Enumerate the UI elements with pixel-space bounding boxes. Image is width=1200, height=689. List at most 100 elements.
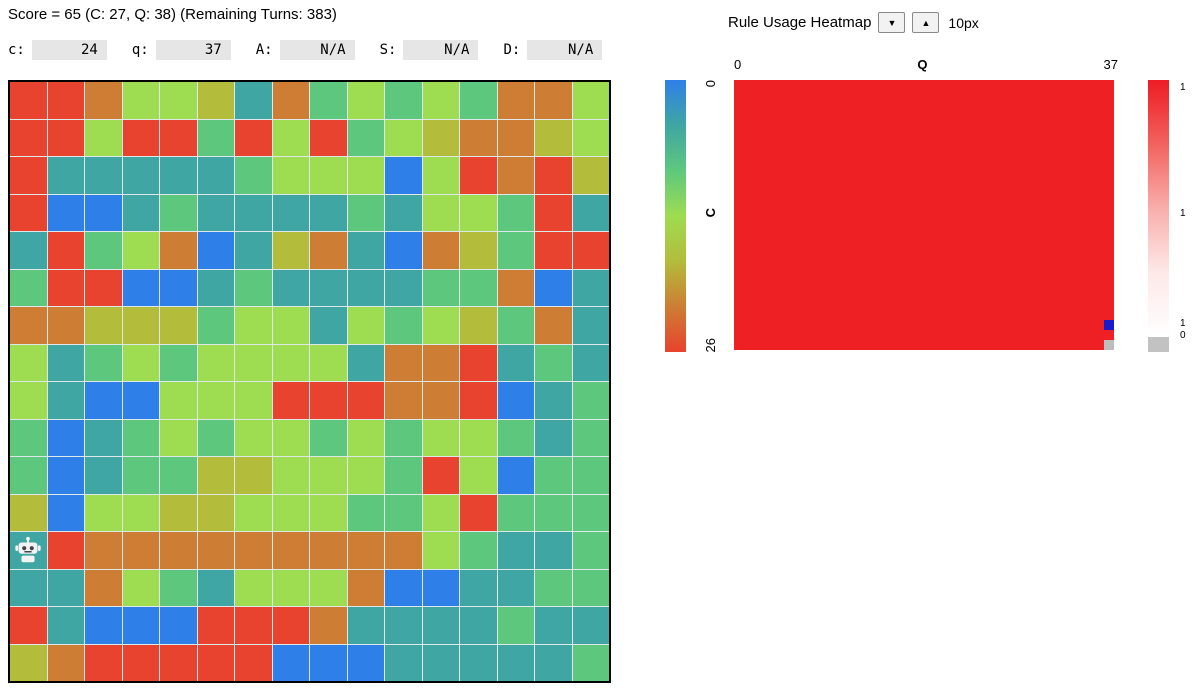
grid-cell[interactable] [85, 269, 122, 306]
grid-cell[interactable] [535, 232, 572, 269]
grid-cell[interactable] [85, 569, 122, 606]
grid-cell[interactable] [197, 119, 234, 156]
grid-cell[interactable] [347, 644, 384, 681]
grid-cell[interactable] [497, 644, 534, 681]
grid-cell[interactable] [85, 307, 122, 344]
grid-cell[interactable] [460, 307, 497, 344]
grid-cell[interactable] [197, 382, 234, 419]
grid-cell[interactable] [160, 419, 197, 456]
grid-cell[interactable] [47, 532, 84, 569]
grid-cell[interactable] [422, 607, 459, 644]
heatmap-shrink-button[interactable]: ▼ [878, 12, 906, 33]
grid-cell[interactable] [385, 607, 422, 644]
grid-cell[interactable] [385, 194, 422, 231]
grid-cell[interactable] [572, 232, 609, 269]
grid-cell[interactable] [460, 419, 497, 456]
grid-cell[interactable] [460, 232, 497, 269]
grid-cell[interactable] [272, 119, 309, 156]
grid-cell[interactable] [10, 269, 47, 306]
grid-cell[interactable] [160, 269, 197, 306]
grid-cell[interactable] [160, 532, 197, 569]
grid-cell[interactable] [160, 119, 197, 156]
grid-cell[interactable] [122, 194, 159, 231]
grid-cell[interactable] [122, 644, 159, 681]
grid-cell[interactable] [85, 382, 122, 419]
grid-cell[interactable] [47, 344, 84, 381]
grid-cell[interactable] [10, 494, 47, 531]
grid-cell[interactable] [235, 457, 272, 494]
grid-cell[interactable] [535, 569, 572, 606]
grid-cell[interactable] [235, 82, 272, 119]
grid-cell[interactable] [497, 82, 534, 119]
grid-cell[interactable] [235, 644, 272, 681]
grid-cell[interactable] [347, 307, 384, 344]
grid-cell[interactable] [385, 307, 422, 344]
grid-cell[interactable] [122, 532, 159, 569]
grid-cell[interactable] [535, 82, 572, 119]
grid-cell[interactable] [347, 419, 384, 456]
grid-cell[interactable] [235, 269, 272, 306]
grid-cell[interactable] [310, 644, 347, 681]
grid-cell[interactable] [310, 344, 347, 381]
grid-cell[interactable] [460, 644, 497, 681]
grid-cell[interactable] [10, 532, 47, 569]
grid-cell[interactable] [347, 194, 384, 231]
grid-cell[interactable] [422, 644, 459, 681]
grid-cell[interactable] [197, 269, 234, 306]
grid-cell[interactable] [10, 82, 47, 119]
grid-cell[interactable] [310, 157, 347, 194]
grid-cell[interactable] [497, 457, 534, 494]
grid-cell[interactable] [10, 157, 47, 194]
grid-cell[interactable] [10, 419, 47, 456]
grid-cell[interactable] [122, 344, 159, 381]
grid-cell[interactable] [535, 419, 572, 456]
grid-cell[interactable] [422, 269, 459, 306]
grid-cell[interactable] [422, 344, 459, 381]
grid-cell[interactable] [272, 419, 309, 456]
grid-cell[interactable] [535, 194, 572, 231]
grid-cell[interactable] [10, 232, 47, 269]
grid-cell[interactable] [10, 344, 47, 381]
grid-cell[interactable] [460, 194, 497, 231]
grid-cell[interactable] [422, 382, 459, 419]
grid-cell[interactable] [422, 569, 459, 606]
grid-cell[interactable] [235, 494, 272, 531]
grid-cell[interactable] [535, 344, 572, 381]
grid-cell[interactable] [197, 194, 234, 231]
grid-cell[interactable] [47, 157, 84, 194]
grid-cell[interactable] [85, 457, 122, 494]
grid-cell[interactable] [310, 269, 347, 306]
grid-cell[interactable] [160, 382, 197, 419]
grid-cell[interactable] [47, 269, 84, 306]
grid-cell[interactable] [160, 494, 197, 531]
grid-cell[interactable] [572, 419, 609, 456]
grid-cell[interactable] [85, 157, 122, 194]
grid-cell[interactable] [272, 457, 309, 494]
grid-cell[interactable] [347, 494, 384, 531]
grid-cell[interactable] [235, 607, 272, 644]
grid-cell[interactable] [85, 419, 122, 456]
grid-cell[interactable] [497, 194, 534, 231]
grid-cell[interactable] [47, 457, 84, 494]
grid-cell[interactable] [272, 194, 309, 231]
grid-cell[interactable] [385, 494, 422, 531]
grid-cell[interactable] [310, 232, 347, 269]
grid-cell[interactable] [347, 569, 384, 606]
grid-cell[interactable] [385, 119, 422, 156]
grid-cell[interactable] [122, 494, 159, 531]
grid-cell[interactable] [422, 157, 459, 194]
grid-cell[interactable] [535, 307, 572, 344]
grid-cell[interactable] [310, 457, 347, 494]
grid-cell[interactable] [235, 419, 272, 456]
grid-cell[interactable] [122, 457, 159, 494]
grid-cell[interactable] [160, 307, 197, 344]
grid-cell[interactable] [460, 532, 497, 569]
grid-cell[interactable] [272, 157, 309, 194]
grid-cell[interactable] [422, 119, 459, 156]
grid-cell[interactable] [235, 382, 272, 419]
grid-cell[interactable] [460, 607, 497, 644]
grid-cell[interactable] [310, 569, 347, 606]
grid-cell[interactable] [160, 194, 197, 231]
grid-cell[interactable] [272, 607, 309, 644]
grid-cell[interactable] [85, 494, 122, 531]
